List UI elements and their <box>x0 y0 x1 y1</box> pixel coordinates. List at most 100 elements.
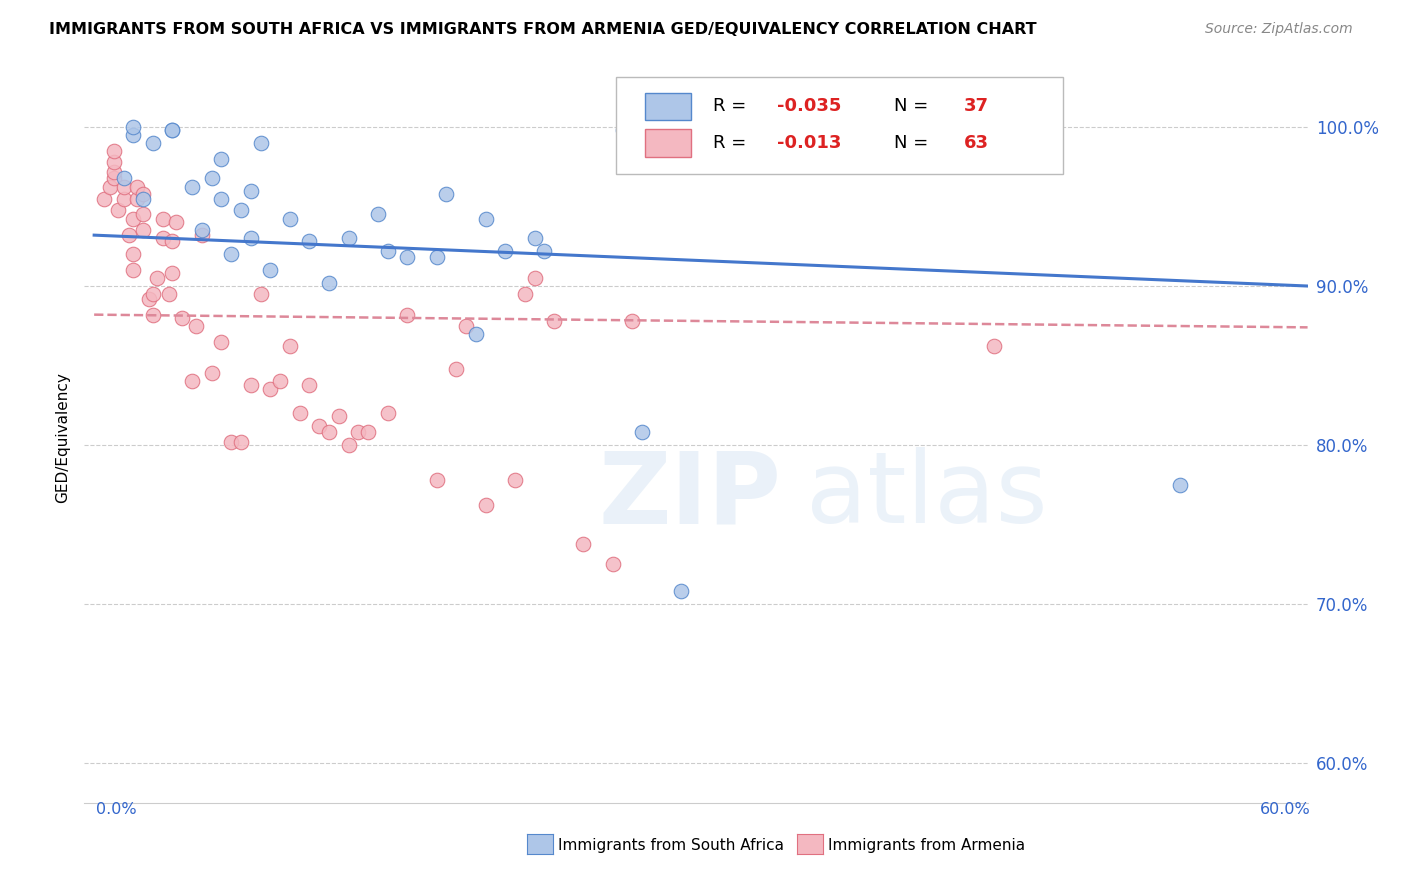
Point <box>298 377 321 392</box>
Point <box>983 339 1005 353</box>
Point <box>132 223 155 237</box>
Text: Immigrants from South Africa: Immigrants from South Africa <box>558 838 785 853</box>
Point <box>523 271 546 285</box>
Point <box>112 192 135 206</box>
Point <box>103 170 125 185</box>
Point <box>152 212 174 227</box>
Point <box>347 425 370 440</box>
Point <box>474 499 496 513</box>
Text: Source: ZipAtlas.com: Source: ZipAtlas.com <box>1205 22 1353 37</box>
Point <box>444 361 467 376</box>
Point <box>328 409 350 424</box>
Point <box>513 287 536 301</box>
Point <box>181 180 204 194</box>
Point <box>112 180 135 194</box>
Point <box>298 235 321 249</box>
Point <box>357 425 380 440</box>
Point <box>436 186 458 201</box>
Point <box>337 438 360 452</box>
Point <box>103 144 125 158</box>
Point <box>122 247 145 261</box>
Point <box>454 318 477 333</box>
Y-axis label: GED/Equivalency: GED/Equivalency <box>55 372 70 502</box>
Point <box>142 308 165 322</box>
Point <box>191 228 214 243</box>
Point <box>464 326 486 341</box>
Point <box>112 170 135 185</box>
Text: N =: N = <box>894 97 934 115</box>
Point <box>181 375 204 389</box>
Point <box>219 247 242 261</box>
Text: ZIP: ZIP <box>598 447 780 544</box>
Point <box>209 334 232 349</box>
Point <box>103 155 125 169</box>
Point <box>259 383 281 397</box>
Point <box>209 192 232 206</box>
Point <box>269 375 291 389</box>
Text: 37: 37 <box>965 97 988 115</box>
Point <box>219 434 242 449</box>
Point <box>396 308 419 322</box>
Point <box>209 152 232 166</box>
Point <box>426 473 449 487</box>
Point <box>200 170 222 185</box>
FancyBboxPatch shape <box>644 93 692 120</box>
Point <box>184 318 207 333</box>
Point <box>671 584 693 599</box>
Point <box>122 263 145 277</box>
Point <box>278 339 301 353</box>
Text: -0.013: -0.013 <box>776 134 841 152</box>
Point <box>162 235 184 249</box>
Point <box>278 212 301 227</box>
Point <box>474 212 496 227</box>
Point <box>239 231 262 245</box>
Point <box>146 271 169 285</box>
Point <box>132 207 155 221</box>
Point <box>127 192 149 206</box>
Point <box>396 251 419 265</box>
Point <box>127 180 149 194</box>
Point <box>132 192 155 206</box>
Point <box>318 276 340 290</box>
Point <box>308 419 330 434</box>
Point <box>621 123 644 137</box>
Point <box>1170 477 1192 491</box>
Point <box>503 473 526 487</box>
Point <box>533 244 555 258</box>
Point <box>132 186 155 201</box>
Text: R =: R = <box>713 97 752 115</box>
Point <box>118 228 141 243</box>
Point <box>523 231 546 245</box>
Point <box>162 266 184 280</box>
Point <box>122 120 145 134</box>
FancyBboxPatch shape <box>644 129 692 157</box>
Point <box>494 244 516 258</box>
Text: 60.0%: 60.0% <box>1260 803 1310 817</box>
Point <box>612 123 634 137</box>
Point <box>138 292 160 306</box>
Text: atlas: atlas <box>806 447 1047 544</box>
Point <box>543 314 565 328</box>
Point <box>142 136 165 150</box>
Point <box>572 536 595 550</box>
Text: IMMIGRANTS FROM SOUTH AFRICA VS IMMIGRANTS FROM ARMENIA GED/EQUIVALENCY CORRELAT: IMMIGRANTS FROM SOUTH AFRICA VS IMMIGRAN… <box>49 22 1036 37</box>
Point <box>107 202 129 217</box>
Point <box>621 314 644 328</box>
FancyBboxPatch shape <box>616 78 1063 174</box>
Text: Immigrants from Armenia: Immigrants from Armenia <box>828 838 1025 853</box>
Point <box>377 244 399 258</box>
Point <box>200 367 222 381</box>
Point <box>249 287 271 301</box>
Point <box>165 215 187 229</box>
Text: -0.035: -0.035 <box>776 97 841 115</box>
Point <box>337 231 360 245</box>
Text: 63: 63 <box>965 134 988 152</box>
Point <box>239 184 262 198</box>
Point <box>259 263 281 277</box>
Point <box>377 406 399 420</box>
Point <box>162 123 184 137</box>
Point <box>239 377 262 392</box>
Point <box>229 434 252 449</box>
Point <box>122 212 145 227</box>
Text: N =: N = <box>894 134 934 152</box>
